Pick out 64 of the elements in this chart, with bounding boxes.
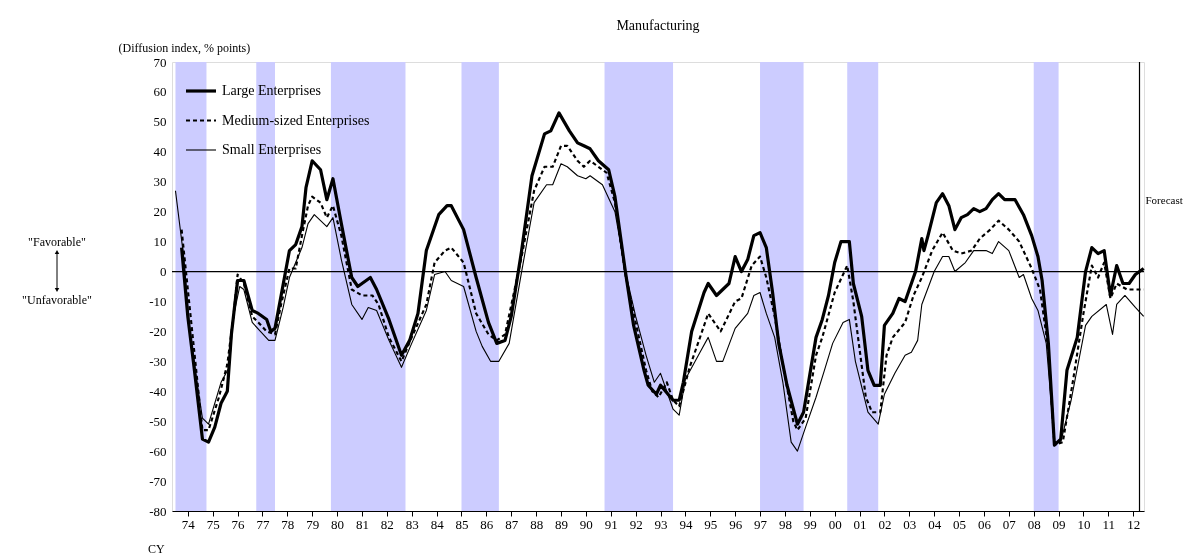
x-tick-label: 84 bbox=[430, 516, 445, 532]
x-tick-label: 02 bbox=[878, 516, 892, 532]
x-tick-label: 88 bbox=[530, 516, 544, 532]
y-tick-label: -40 bbox=[149, 383, 167, 399]
x-tick-label: 82 bbox=[380, 516, 394, 532]
x-tick-label: 86 bbox=[480, 516, 494, 532]
x-tick-label: 99 bbox=[803, 516, 817, 532]
x-tick-label: 79 bbox=[306, 516, 320, 532]
x-tick-label: 78 bbox=[281, 516, 295, 532]
x-tick-label: 12 bbox=[1127, 516, 1141, 532]
x-tick-label: 83 bbox=[405, 516, 419, 532]
x-tick-label: 04 bbox=[928, 516, 942, 532]
y-tick-label: 70 bbox=[153, 54, 167, 70]
x-tick-label: 09 bbox=[1052, 516, 1066, 532]
x-tick-label: 11 bbox=[1102, 516, 1116, 532]
x-tick-label: 06 bbox=[977, 516, 992, 532]
x-tick-label: 80 bbox=[331, 516, 345, 532]
x-tick-label: 97 bbox=[754, 516, 768, 532]
x-tick-label: 85 bbox=[455, 516, 469, 532]
y-tick-label: -80 bbox=[149, 503, 167, 519]
x-tick-label: 76 bbox=[231, 516, 246, 532]
y-tick-label: -50 bbox=[149, 413, 167, 429]
x-tick-label: 96 bbox=[729, 516, 743, 532]
x-tick-label: 98 bbox=[778, 516, 792, 532]
y-axis-title: (Diffusion index, % points) bbox=[118, 40, 251, 55]
x-tick-label: 77 bbox=[256, 516, 270, 532]
x-tick-label: 08 bbox=[1027, 516, 1041, 532]
legend-label: Large Enterprises bbox=[222, 83, 321, 98]
y-tick-label: 60 bbox=[153, 84, 167, 100]
y-tick-label: 30 bbox=[153, 174, 167, 190]
x-tick-label: 90 bbox=[579, 516, 593, 532]
y-tick-label: 50 bbox=[153, 114, 167, 130]
y-tick-label: 20 bbox=[153, 204, 167, 220]
x-tick-label: 07 bbox=[1002, 516, 1017, 532]
y-tick-label: -70 bbox=[149, 473, 167, 489]
y-tick-label: 0 bbox=[160, 264, 167, 280]
y-tick-label: -10 bbox=[149, 293, 167, 309]
legend-label: Medium-sized Enterprises bbox=[222, 112, 370, 128]
x-tick-label: 03 bbox=[903, 516, 917, 532]
x-tick-label: 81 bbox=[355, 516, 369, 532]
x-tick-label: 10 bbox=[1077, 516, 1091, 532]
x-tick-label: 92 bbox=[629, 516, 643, 532]
legend-label: Small Enterprises bbox=[222, 142, 322, 157]
y-tick-label: 10 bbox=[153, 234, 167, 250]
x-tick-label: 93 bbox=[654, 516, 668, 532]
y-tick-label: -20 bbox=[149, 323, 167, 339]
x-tick-label: 87 bbox=[505, 516, 519, 532]
x-tick-label: 94 bbox=[679, 516, 693, 532]
x-tick-label: 05 bbox=[953, 516, 967, 532]
text: CY bbox=[148, 542, 165, 556]
x-tick-label: 91 bbox=[604, 516, 618, 532]
y-tick-label: 40 bbox=[153, 144, 167, 160]
x-tick-label: 01 bbox=[853, 516, 867, 532]
x-tick-label: 75 bbox=[206, 516, 220, 532]
ref-line-label: Forecast bbox=[1145, 194, 1183, 207]
x-tick-label: 89 bbox=[555, 516, 568, 532]
y-tick-label: -60 bbox=[149, 443, 167, 459]
text: "Favorable" bbox=[28, 235, 86, 249]
x-tick-label: 00 bbox=[828, 516, 842, 532]
y-tick-label: -30 bbox=[149, 353, 167, 369]
x-tick-label: 74 bbox=[181, 516, 196, 532]
text: "Unfavorable" bbox=[22, 293, 92, 307]
chart-title: Manufacturing bbox=[616, 18, 700, 33]
x-tick-label: 95 bbox=[704, 516, 718, 532]
